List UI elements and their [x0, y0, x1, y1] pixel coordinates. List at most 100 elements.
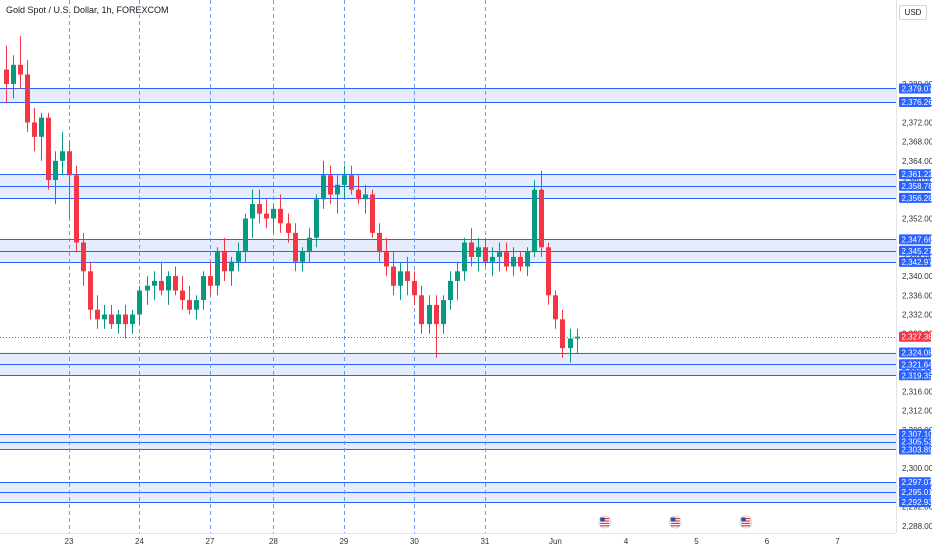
candle-body[interactable] — [180, 290, 185, 301]
candle-body[interactable] — [455, 271, 460, 281]
candle-body[interactable] — [419, 295, 424, 325]
candle-body[interactable] — [116, 314, 121, 325]
candle-body[interactable] — [504, 252, 509, 267]
candle-body[interactable] — [53, 160, 58, 181]
us-flag-event-icon[interactable] — [668, 515, 682, 529]
candle-body[interactable] — [187, 300, 192, 310]
candle-body[interactable] — [46, 117, 51, 181]
candle-body[interactable] — [539, 189, 544, 248]
candle-body[interactable] — [123, 314, 128, 325]
candle-body[interactable] — [81, 242, 86, 272]
candle-body[interactable] — [215, 252, 220, 286]
candle-body[interactable] — [405, 271, 410, 281]
us-flag-event-icon[interactable] — [739, 515, 753, 529]
candle-body[interactable] — [293, 232, 298, 262]
candle-body[interactable] — [243, 218, 248, 253]
candle-body[interactable] — [314, 199, 319, 238]
candle-body[interactable] — [356, 189, 361, 200]
price-axis[interactable]: 2,288.002,292.002,296.002,300.002,304.00… — [896, 0, 932, 550]
candle-body[interactable] — [462, 242, 467, 272]
candle-body[interactable] — [546, 247, 551, 296]
candle-body[interactable] — [532, 189, 537, 253]
candle-body[interactable] — [229, 261, 234, 272]
candle-body[interactable] — [130, 314, 135, 325]
candle-body[interactable] — [194, 300, 199, 310]
candle-body[interactable] — [553, 295, 558, 320]
candle-body[interactable] — [286, 223, 291, 233]
candle-body[interactable] — [441, 300, 446, 325]
candle-body[interactable] — [25, 74, 30, 123]
candle-body[interactable] — [4, 69, 9, 85]
candle-body[interactable] — [39, 117, 44, 137]
level-price-badge[interactable]: 2,324.08 — [899, 347, 932, 358]
zone-rect[interactable] — [0, 434, 896, 450]
candle-body[interactable] — [568, 338, 573, 349]
candle-body[interactable] — [208, 276, 213, 286]
candle-body[interactable] — [391, 266, 396, 286]
symbol-title[interactable]: Gold Spot / U.S. Dollar, 1h, FOREXCOM — [4, 5, 171, 15]
zone-rect[interactable] — [0, 239, 896, 262]
candle-body[interactable] — [67, 151, 72, 176]
level-price-badge[interactable]: 2,307.10 — [899, 429, 932, 440]
candle-body[interactable] — [448, 280, 453, 301]
candle-body[interactable] — [60, 151, 65, 161]
candle-body[interactable] — [257, 204, 262, 214]
candle-body[interactable] — [159, 280, 164, 291]
candle-body[interactable] — [321, 175, 326, 200]
level-price-badge[interactable]: 2,376.26 — [899, 96, 932, 107]
level-price-badge[interactable]: 2,361.22 — [899, 169, 932, 180]
level-price-badge[interactable]: 2,358.78 — [899, 180, 932, 191]
candle-body[interactable] — [278, 208, 283, 224]
candle-body[interactable] — [328, 175, 333, 195]
level-price-badge[interactable]: 2,356.28 — [899, 192, 932, 203]
candle-body[interactable] — [560, 319, 565, 349]
candle-body[interactable] — [95, 309, 100, 320]
time-axis[interactable]: 23 24 27 28 29 30 31 Jun 4 5 6 7 — [0, 533, 896, 550]
candle-body[interactable] — [518, 256, 523, 267]
candle-body[interactable] — [434, 304, 439, 325]
candle-body[interactable] — [137, 290, 142, 315]
candle-body[interactable] — [74, 175, 79, 243]
candle-body[interactable] — [525, 252, 530, 267]
us-flag-event-icon[interactable] — [598, 515, 612, 529]
level-price-badge[interactable]: 2,345.27 — [899, 245, 932, 256]
candle-body[interactable] — [145, 285, 150, 291]
level-price-badge[interactable]: 2,321.64 — [899, 359, 932, 370]
candle-body[interactable] — [109, 314, 114, 325]
candle-body[interactable] — [271, 208, 276, 219]
candle-body[interactable] — [490, 256, 495, 262]
zone-rect[interactable] — [0, 352, 896, 376]
current-price-badge[interactable]: 2,327.38 — [899, 331, 932, 342]
level-price-badge[interactable]: 2,347.66 — [899, 234, 932, 245]
level-price-badge[interactable]: 2,305.53 — [899, 436, 932, 447]
candle-body[interactable] — [363, 194, 368, 200]
candle-body[interactable] — [300, 252, 305, 262]
level-price-badge[interactable]: 2,342.97 — [899, 256, 932, 267]
level-price-badge[interactable]: 2,379.07 — [899, 83, 932, 94]
candle-body[interactable] — [349, 175, 354, 190]
candle-body[interactable] — [469, 242, 474, 257]
candle-body[interactable] — [152, 280, 157, 286]
level-price-badge[interactable]: 2,297.07 — [899, 477, 932, 488]
level-price-badge[interactable]: 2,303.89 — [899, 444, 932, 455]
candle-body[interactable] — [88, 271, 93, 310]
candle-body[interactable] — [427, 304, 432, 325]
candle-body[interactable] — [384, 252, 389, 267]
candle-body[interactable] — [173, 276, 178, 291]
candle-body[interactable] — [335, 184, 340, 195]
currency-button[interactable]: USD — [899, 5, 927, 20]
candle-body[interactable] — [102, 314, 107, 320]
candle-body[interactable] — [476, 247, 481, 257]
candle-body[interactable] — [575, 336, 580, 339]
candle-body[interactable] — [201, 276, 206, 301]
candle-body[interactable] — [398, 271, 403, 286]
candle-body[interactable] — [370, 194, 375, 233]
candle-body[interactable] — [11, 64, 16, 85]
level-price-badge[interactable]: 2,292.93 — [899, 497, 932, 508]
candle-body[interactable] — [511, 256, 516, 267]
candle-body[interactable] — [307, 237, 312, 253]
candle-body[interactable] — [377, 232, 382, 253]
candle-body[interactable] — [250, 204, 255, 219]
candle-body[interactable] — [166, 276, 171, 291]
